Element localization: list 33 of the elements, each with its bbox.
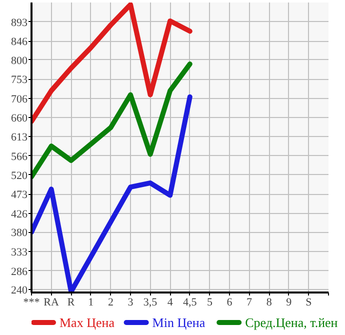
x-tick-label: RA: [44, 296, 59, 308]
y-tick-label: 286: [11, 266, 28, 278]
y-tick-label: 800: [11, 54, 28, 67]
y-tick-label: 613: [11, 132, 28, 144]
y-tick-label: 846: [11, 36, 28, 48]
x-tick-label: 3,5: [143, 296, 158, 308]
y-tick-label: 240: [11, 284, 28, 297]
y-tick-label: 753: [11, 74, 28, 86]
x-tick-label: 4: [167, 296, 174, 308]
legend-label: Сред.Цена, т.йен: [245, 315, 338, 330]
x-tick-label: 8: [266, 296, 272, 308]
y-tick-label: 706: [11, 93, 28, 106]
x-tick-label: 3: [128, 296, 134, 308]
x-tick-label: 9: [286, 296, 292, 308]
legend-label: Min Цена: [152, 315, 206, 330]
legend-label: Max Цена: [60, 315, 115, 330]
x-tick-label: 2: [108, 296, 114, 308]
y-tick-label: 473: [11, 189, 28, 202]
y-tick-label: 566: [11, 150, 28, 163]
y-tick-label: 333: [11, 246, 28, 258]
y-tick-label: 426: [11, 208, 28, 220]
y-tick-label: 893: [11, 16, 28, 29]
x-tick-label: 7: [246, 296, 253, 308]
x-tick-label: 5: [206, 296, 213, 308]
x-tick-label: 6: [226, 296, 233, 308]
y-tick-label: 520: [11, 170, 28, 182]
x-tick-label: S: [306, 296, 312, 308]
y-tick-label: 660: [11, 112, 28, 124]
x-tick-label: 1: [88, 296, 94, 308]
x-tick-label: 4,5: [183, 296, 198, 308]
x-tick-label: ***: [23, 296, 40, 308]
y-tick-label: 380: [11, 227, 28, 240]
x-tick-label: R: [67, 296, 76, 308]
